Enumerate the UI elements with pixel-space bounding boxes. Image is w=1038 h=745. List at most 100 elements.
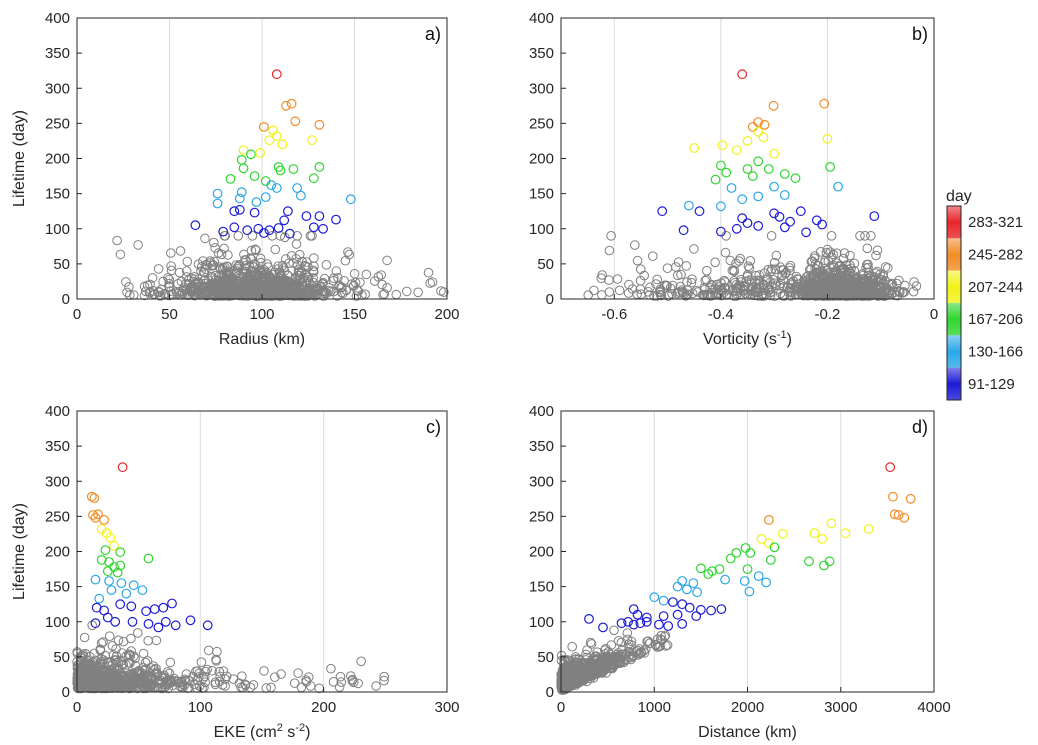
- data-point: [259, 228, 269, 238]
- data-point: [822, 133, 833, 144]
- data-point-background: [282, 287, 293, 298]
- data-point-background: [233, 271, 244, 281]
- data-point-background: [423, 267, 434, 278]
- data-point: [716, 604, 727, 614]
- data-point-background: [826, 231, 837, 241]
- data-point: [689, 143, 700, 153]
- y-tick-label: 150: [45, 186, 70, 203]
- x-tick-label: 0: [73, 699, 81, 716]
- data-point: [301, 211, 312, 222]
- data-point-background: [165, 657, 176, 668]
- data-point-background: [855, 231, 865, 241]
- data-point: [716, 160, 726, 171]
- data-point-background: [267, 288, 278, 299]
- data-point: [137, 585, 148, 595]
- x-tick-label: -0.6: [601, 306, 627, 323]
- data-point-background: [256, 279, 266, 289]
- data-point-background: [597, 270, 608, 280]
- data-point-background: [154, 287, 164, 298]
- data-point-background: [771, 250, 782, 261]
- y-tick-label: 0: [546, 684, 554, 701]
- y-tick-label: 150: [529, 186, 554, 203]
- data-point: [259, 121, 269, 132]
- data-point-background: [139, 290, 150, 301]
- data-point: [115, 599, 126, 610]
- data-point: [753, 117, 764, 127]
- data-point: [260, 176, 271, 186]
- data-point-background: [733, 284, 743, 294]
- data-point-background: [687, 274, 697, 285]
- data-point-background: [785, 260, 796, 271]
- data-point: [769, 208, 779, 219]
- data-point-background: [887, 288, 897, 299]
- data-point-background: [270, 281, 281, 292]
- data-point-background: [671, 262, 681, 272]
- data-point-background: [831, 248, 842, 258]
- data-point-background: [833, 269, 844, 280]
- data-point-background: [681, 261, 692, 271]
- panel-a: 0 50 100 150 200 250 300 350 400 0 50 100 150 200 Radi…: [11, 10, 460, 348]
- data-point-background: [118, 636, 129, 647]
- colorbar-segment: [947, 206, 961, 239]
- data-point-background: [293, 265, 304, 276]
- data-point-background: [825, 285, 836, 295]
- data-point: [288, 164, 299, 174]
- data-point-background: [676, 269, 686, 280]
- y-tick-label: 250: [529, 508, 554, 525]
- data-point-background: [343, 247, 353, 257]
- data-point-background: [767, 264, 777, 274]
- data-point-background: [741, 276, 752, 287]
- colorbar-segment: [947, 238, 961, 271]
- axes-box: [560, 17, 935, 300]
- data-point-background: [246, 266, 257, 276]
- data-point-background: [306, 288, 317, 298]
- data-point-background: [296, 291, 306, 301]
- data-point-background: [158, 276, 168, 287]
- data-point-background: [639, 270, 650, 281]
- data-point-background: [202, 664, 212, 675]
- data-point-background: [242, 287, 253, 297]
- data-point: [658, 595, 669, 606]
- data-point: [271, 183, 282, 193]
- colorbar-label: 130-166: [968, 344, 1023, 361]
- data-point-background: [863, 262, 873, 273]
- data-point: [764, 538, 774, 548]
- data-point-background: [113, 635, 124, 646]
- data-point-background: [267, 291, 278, 301]
- y-tick-label: 200: [45, 151, 70, 168]
- data-point: [90, 574, 101, 585]
- data-point-background: [583, 290, 594, 300]
- data-point-background: [334, 682, 345, 692]
- data-point-background: [176, 276, 187, 287]
- data-point-background: [818, 270, 828, 281]
- x-axis-label: Radius (km): [219, 331, 305, 348]
- data-point: [801, 227, 811, 238]
- data-point-background: [850, 287, 860, 298]
- data-point-background: [821, 247, 832, 258]
- x-tick-label: 100: [249, 306, 274, 323]
- data-point: [753, 191, 764, 202]
- data-point: [747, 171, 758, 182]
- data-point: [779, 169, 790, 179]
- data-point-background: [200, 233, 210, 244]
- data-point-background: [273, 261, 284, 272]
- data-point-background: [121, 277, 131, 287]
- data-point-background: [436, 286, 446, 296]
- x-tick-label: 1000: [638, 699, 671, 716]
- data-point-background: [770, 264, 781, 275]
- data-point-background: [373, 272, 384, 282]
- data-point-background: [166, 261, 176, 271]
- data-point: [817, 534, 827, 544]
- data-point-background: [220, 262, 230, 272]
- y-axis-label: Lifetime (day): [11, 503, 28, 600]
- data-point: [345, 194, 356, 205]
- data-point: [307, 135, 317, 146]
- data-point: [763, 164, 774, 174]
- data-point-background: [720, 247, 731, 258]
- data-point: [225, 173, 236, 184]
- data-point-background: [210, 270, 221, 281]
- data-point-background: [340, 255, 351, 266]
- data-point-background: [632, 255, 643, 266]
- data-point-background: [614, 285, 625, 296]
- data-point-background: [211, 654, 221, 665]
